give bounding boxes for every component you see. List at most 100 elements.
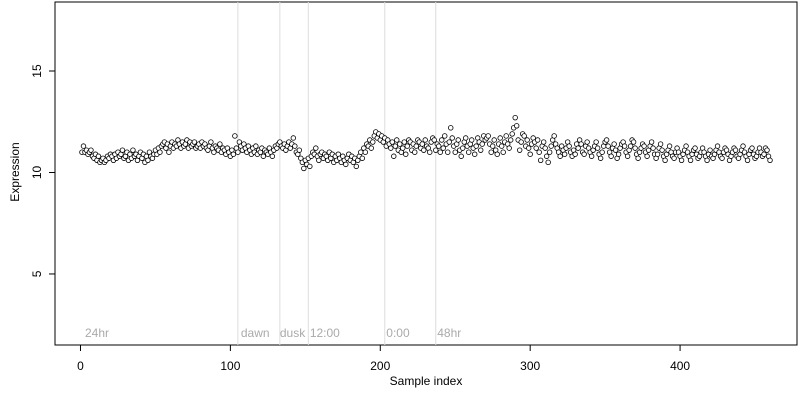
point [448, 125, 454, 131]
y-tick-label: 10 [30, 165, 44, 179]
point [621, 143, 628, 149]
point [534, 137, 541, 143]
point [578, 141, 584, 147]
point [521, 133, 527, 139]
point [611, 141, 617, 147]
point [392, 143, 398, 149]
point [744, 157, 751, 164]
annotation: dusk [280, 326, 306, 340]
point [584, 139, 590, 145]
point [594, 145, 601, 151]
point [95, 153, 102, 159]
point [572, 151, 578, 157]
point [593, 139, 599, 145]
point [525, 145, 532, 151]
annotation: 12:00 [310, 326, 340, 340]
point [389, 139, 395, 145]
point [498, 143, 505, 149]
point [714, 143, 721, 149]
point [313, 145, 319, 151]
point [490, 143, 496, 149]
point [292, 143, 298, 149]
point [513, 123, 520, 129]
point [455, 137, 461, 143]
point [506, 145, 512, 151]
point [678, 157, 685, 164]
y-axis-label: Expression [8, 142, 22, 201]
point [80, 143, 87, 149]
point [359, 155, 365, 161]
point [88, 147, 94, 153]
point [433, 147, 439, 153]
point [740, 143, 746, 149]
point [413, 143, 419, 149]
point [463, 135, 469, 141]
point [641, 143, 647, 149]
point [353, 163, 359, 170]
point [437, 149, 443, 155]
point [644, 153, 650, 159]
x-tick-label: 0 [77, 359, 84, 373]
point [732, 147, 739, 153]
point [662, 157, 668, 164]
point [296, 147, 303, 153]
point [469, 137, 475, 143]
point [524, 137, 530, 143]
point [343, 161, 349, 168]
point [427, 149, 433, 155]
point [494, 151, 500, 157]
point [119, 147, 126, 153]
point [449, 135, 455, 141]
point [612, 147, 619, 153]
point [269, 153, 276, 159]
point [478, 147, 484, 153]
point [400, 145, 406, 151]
annotation: dawn [241, 326, 270, 340]
annotation: 24hr [85, 326, 109, 340]
point [191, 139, 198, 145]
point [648, 139, 655, 145]
point [657, 141, 664, 147]
x-tick-label: 100 [220, 359, 240, 373]
point [253, 143, 259, 149]
point [394, 137, 400, 143]
x-tick-label: 300 [520, 359, 540, 373]
point [401, 139, 407, 145]
point [307, 163, 313, 170]
point [764, 147, 770, 153]
point [704, 157, 710, 164]
point [719, 155, 725, 161]
point [290, 135, 297, 141]
point [707, 147, 713, 153]
point [497, 135, 503, 141]
point [561, 151, 568, 157]
point [666, 143, 673, 149]
point [458, 153, 464, 159]
point [488, 149, 494, 155]
point [130, 147, 136, 153]
y-tick-label: 5 [30, 270, 44, 277]
point [440, 145, 446, 151]
point [439, 137, 445, 143]
point [557, 153, 563, 159]
point [536, 149, 542, 155]
point [533, 145, 539, 151]
point [671, 155, 677, 161]
point [630, 139, 637, 145]
point [512, 114, 518, 121]
point [445, 149, 451, 155]
point [362, 149, 368, 155]
point [588, 153, 595, 159]
point [466, 149, 472, 155]
point [599, 149, 605, 155]
x-axis-label: Sample index [390, 374, 463, 388]
annotation: 0:00 [386, 326, 410, 340]
point [543, 153, 550, 159]
point [659, 147, 665, 153]
point [217, 141, 223, 147]
point [548, 143, 554, 149]
point [551, 133, 557, 139]
point [683, 143, 689, 149]
point [575, 145, 581, 151]
